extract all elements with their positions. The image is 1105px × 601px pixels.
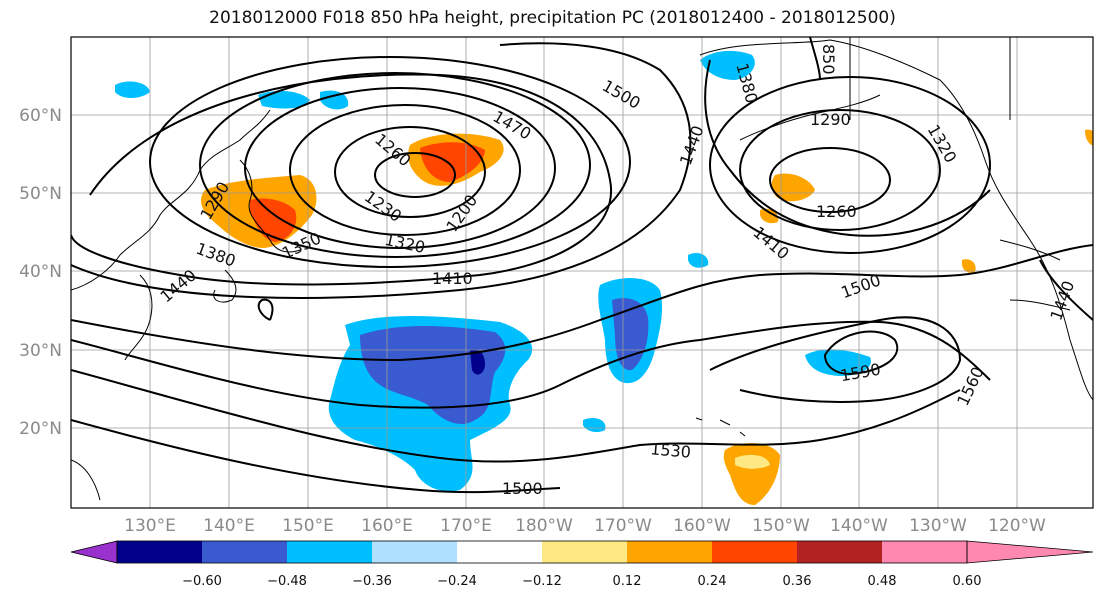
contour-label: 1410 bbox=[432, 269, 473, 288]
colorbar-segment bbox=[882, 541, 967, 563]
colorbar-segment bbox=[542, 541, 627, 563]
colorbar-segment bbox=[457, 541, 542, 563]
precip-negative-region bbox=[258, 90, 310, 109]
precip-negative-region bbox=[700, 50, 755, 80]
lon-label: 140°E bbox=[203, 516, 255, 536]
contour-label: 1500 bbox=[502, 479, 543, 498]
lat-label: 20°N bbox=[19, 419, 62, 439]
precip-negative-region bbox=[805, 349, 871, 376]
latitude-labels: 60°N 50°N 40°N 30°N 20°N bbox=[19, 106, 62, 439]
colorbar-tick-label: 0.60 bbox=[953, 574, 982, 589]
colorbar-tick-label: −0.48 bbox=[267, 574, 307, 589]
map-title: 2018012000 F018 850 hPa height, precipit… bbox=[209, 8, 896, 28]
precip-negative-region bbox=[115, 81, 150, 98]
lon-label: 130°E bbox=[124, 516, 176, 536]
colorbar-tick-label: 0.36 bbox=[783, 574, 812, 589]
lon-label: 130°W bbox=[909, 516, 967, 536]
contour-label: 1530 bbox=[649, 439, 691, 461]
precip-negative-region bbox=[360, 326, 506, 425]
colorbar: −0.60 −0.48 −0.36 −0.24 −0.12 0.12 0.24 … bbox=[70, 540, 1094, 589]
lon-label: 120°W bbox=[988, 516, 1046, 536]
lon-label: 150°W bbox=[752, 516, 810, 536]
lon-label: 180°W bbox=[515, 516, 573, 536]
coastlines bbox=[71, 37, 1093, 501]
colorbar-tick-label: −0.24 bbox=[437, 574, 477, 589]
contour-label: 1290 bbox=[810, 110, 851, 129]
lon-label: 160°W bbox=[673, 516, 731, 536]
precip-positive-region bbox=[760, 208, 779, 224]
height-contours bbox=[71, 37, 1093, 494]
colorbar-segment bbox=[287, 541, 372, 563]
lon-label: 170°E bbox=[440, 516, 492, 536]
contour-label: 1260 bbox=[816, 202, 857, 221]
map-area bbox=[71, 37, 1093, 508]
colorbar-tick-label: 0.12 bbox=[613, 574, 642, 589]
colorbar-segment bbox=[372, 541, 457, 563]
lat-label: 40°N bbox=[19, 262, 62, 282]
precip-positive-region bbox=[962, 259, 976, 273]
colorbar-extend-high bbox=[966, 540, 1094, 564]
colorbar-segment bbox=[627, 541, 712, 563]
colorbar-segment bbox=[202, 541, 287, 563]
precip-negative-region bbox=[320, 90, 349, 110]
colorbar-tick-label: 0.48 bbox=[868, 574, 897, 589]
colorbar-tick-label: −0.60 bbox=[182, 574, 222, 589]
longitude-labels: 130°E 140°E 150°E 160°E 170°E 180°W 170°… bbox=[124, 516, 1046, 536]
lat-label: 50°N bbox=[19, 184, 62, 204]
colorbar-segment bbox=[117, 541, 202, 563]
map-frame bbox=[70, 36, 1094, 509]
precip-strong-negative bbox=[470, 349, 485, 375]
colorbar-segment bbox=[712, 541, 797, 563]
precip-strong-positive bbox=[420, 142, 485, 182]
lon-label: 150°E bbox=[282, 516, 334, 536]
precip-positive-region bbox=[1085, 129, 1093, 146]
colorbar-tick-label: 0.24 bbox=[698, 574, 727, 589]
lat-label: 30°N bbox=[19, 341, 62, 361]
graticule bbox=[71, 37, 1093, 508]
precip-positive-region bbox=[771, 173, 815, 202]
precip-negative-region bbox=[688, 253, 709, 268]
colorbar-extend-low bbox=[70, 540, 118, 564]
colorbar-tick-label: −0.12 bbox=[522, 574, 562, 589]
precip-weak-positive bbox=[735, 454, 770, 469]
colorbar-ticks: −0.60 −0.48 −0.36 −0.24 −0.12 0.12 0.24 … bbox=[182, 574, 981, 589]
contour-label: 850 bbox=[819, 44, 838, 75]
lon-label: 170°W bbox=[594, 516, 652, 536]
lon-label: 140°W bbox=[830, 516, 888, 536]
colorbar-tick-label: −0.36 bbox=[352, 574, 392, 589]
colorbar-outline bbox=[116, 540, 968, 564]
lon-label: 160°E bbox=[361, 516, 413, 536]
colorbar-segment bbox=[797, 541, 882, 563]
lat-label: 60°N bbox=[19, 106, 62, 126]
precip-negative-region bbox=[583, 418, 606, 433]
